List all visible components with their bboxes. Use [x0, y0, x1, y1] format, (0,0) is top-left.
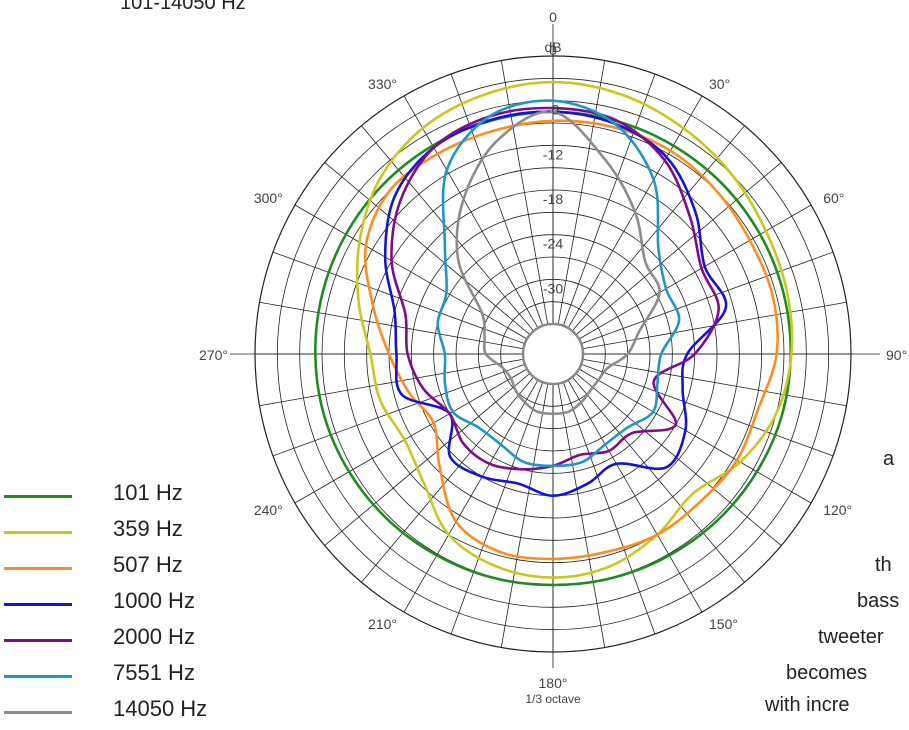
legend-item: 1000 Hz — [0, 588, 300, 622]
grid-spoke — [294, 204, 528, 340]
angle-label: 60° — [823, 190, 844, 206]
grid-spoke — [361, 376, 535, 583]
angle-label: 180° — [539, 675, 568, 691]
legend-item: 2000 Hz — [0, 624, 300, 658]
angle-label: 300° — [254, 190, 283, 206]
legend-label: 101 Hz — [113, 480, 183, 505]
grid-spoke — [581, 363, 834, 457]
grid-spoke — [582, 358, 847, 407]
grid-spoke — [259, 358, 524, 407]
legend-swatch — [4, 495, 72, 498]
polar-grid — [230, 24, 880, 668]
grid-spoke — [324, 372, 531, 546]
grid-spoke — [361, 125, 535, 332]
angle-label: 30° — [709, 76, 730, 92]
page-title: 101-14050 Hz — [120, 0, 246, 14]
side-text-3: bass — [857, 590, 900, 612]
grid-spoke — [500, 60, 549, 325]
grid-spoke — [557, 383, 606, 648]
radial-tick-label: -24 — [543, 236, 563, 252]
angle-label: 90° — [886, 347, 907, 363]
grid-spoke — [578, 204, 812, 340]
radial-tick-label: -12 — [543, 146, 563, 162]
side-text-6: with incre — [765, 694, 850, 716]
series-line-5 — [436, 99, 681, 468]
radial-tick-label: -30 — [543, 280, 563, 296]
side-text-2: th — [875, 554, 892, 576]
grid-spoke — [575, 162, 782, 336]
legend-item: 14050 Hz — [0, 696, 300, 730]
grid-spoke — [294, 368, 528, 504]
grid-spoke — [562, 382, 656, 635]
series-line-6 — [455, 110, 661, 416]
angle-label: 270° — [199, 347, 228, 363]
grid-spoke — [403, 95, 539, 329]
angle-label: 0 — [549, 9, 557, 25]
grid-spoke — [272, 363, 525, 457]
radial-unit-label: dB — [544, 39, 561, 55]
legend-label: 2000 Hz — [113, 624, 195, 649]
grid-spoke — [571, 376, 745, 583]
grid-spoke — [259, 301, 524, 350]
series-line-3 — [383, 110, 728, 497]
legend-label: 359 Hz — [113, 516, 183, 541]
resolution-label: 1/3 octave — [525, 692, 581, 706]
legend-label: 1000 Hz — [113, 588, 195, 613]
grid-spoke — [578, 368, 812, 504]
radial-tick-label: -6 — [547, 102, 560, 118]
grid-spoke — [581, 251, 834, 345]
grid-spoke — [562, 73, 656, 326]
legend-label: 14050 Hz — [113, 696, 208, 721]
series-line-1 — [355, 80, 794, 579]
legend-item: 359 Hz — [0, 516, 300, 550]
side-text-1: a — [883, 448, 895, 470]
center-disk — [521, 322, 585, 386]
side-text-4: tweeter — [818, 626, 884, 648]
legend-item: 101 Hz — [0, 480, 300, 514]
angle-label: 330° — [368, 76, 397, 92]
legend-swatch — [4, 711, 72, 714]
grid-spoke — [575, 372, 782, 546]
labels-layer: dB0-6-12-18-24-30030°60°90°120°150°180°2… — [199, 9, 907, 706]
side-text-5: becomes — [786, 662, 868, 684]
grid-spoke — [403, 379, 539, 613]
legend-label: 7551 Hz — [113, 660, 195, 685]
legend-item: 7551 Hz — [0, 660, 300, 694]
grid-spoke — [272, 251, 525, 345]
grid-spoke — [567, 379, 703, 613]
legend-swatch — [4, 675, 72, 678]
series-layer — [313, 80, 794, 587]
angle-label: 240° — [254, 502, 283, 518]
grid-spoke — [324, 162, 531, 336]
grid-spoke — [557, 60, 606, 325]
legend-swatch — [4, 531, 72, 534]
grid-spoke — [450, 73, 544, 326]
angle-label: 120° — [823, 502, 852, 518]
radial-tick-label: 0 — [549, 42, 557, 58]
grid-spoke — [500, 383, 549, 648]
angle-label: 210° — [368, 616, 397, 632]
legend-swatch — [4, 639, 72, 642]
legend-swatch — [4, 603, 72, 606]
angle-label: 150° — [709, 616, 738, 632]
legend-item: 507 Hz — [0, 552, 300, 586]
radial-tick-label: -18 — [543, 191, 563, 207]
legend-swatch — [4, 567, 72, 570]
series-line-2 — [363, 119, 779, 561]
grid-spoke — [450, 382, 544, 635]
legend-label: 507 Hz — [113, 552, 183, 577]
series-line-0 — [313, 110, 793, 587]
